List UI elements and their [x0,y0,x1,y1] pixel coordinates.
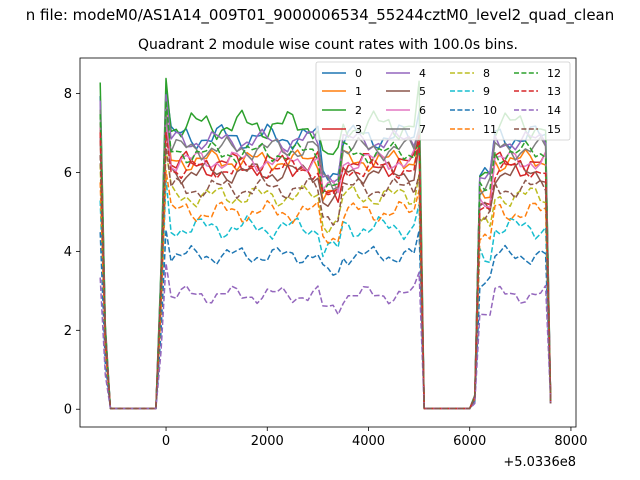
x-tick-label: 8000 [554,434,587,449]
legend-label-2: 2 [355,104,362,117]
x-tick-label: 2000 [251,434,284,449]
x-offset-label: +5.0336e8 [503,455,576,470]
legend-label-10: 10 [483,104,497,117]
y-tick-label: 2 [64,324,72,339]
legend-frame [315,61,571,141]
plot-area: 0 2000 4000 6000 8000 0 2 4 6 8 [64,57,587,449]
series-layer [99,77,552,410]
figure-suptitle: n file: modeM0/AS1A14_009T01_9000006534_… [26,6,615,25]
legend-label-1: 1 [355,85,362,98]
legend-label-15: 15 [547,123,561,136]
legend-label-7: 7 [419,123,426,136]
y-axis: 0 2 4 6 8 [64,87,80,418]
legend-label-12: 12 [547,67,561,80]
x-tick-label: 4000 [352,434,385,449]
legend-label-4: 4 [419,67,426,80]
legend-label-0: 0 [355,67,362,80]
y-tick-label: 4 [64,245,72,260]
legend-label-9: 9 [483,85,490,98]
y-tick-label: 6 [64,166,72,181]
x-tick-label: 6000 [453,434,486,449]
axes-frame [79,57,577,428]
legend-label-14: 14 [547,104,561,117]
legend-label-3: 3 [355,123,362,136]
x-axis: 0 2000 4000 6000 8000 [162,427,587,449]
legend-label-11: 11 [483,123,497,136]
chart-title: Quadrant 2 module wise count rates with … [138,37,518,53]
legend-label-6: 6 [419,104,426,117]
y-tick-label: 8 [64,87,72,102]
legend-label-5: 5 [419,85,426,98]
legend-label-13: 13 [547,85,561,98]
legend-label-8: 8 [483,67,490,80]
y-tick-label: 0 [64,403,72,418]
x-tick-label: 0 [162,434,170,449]
